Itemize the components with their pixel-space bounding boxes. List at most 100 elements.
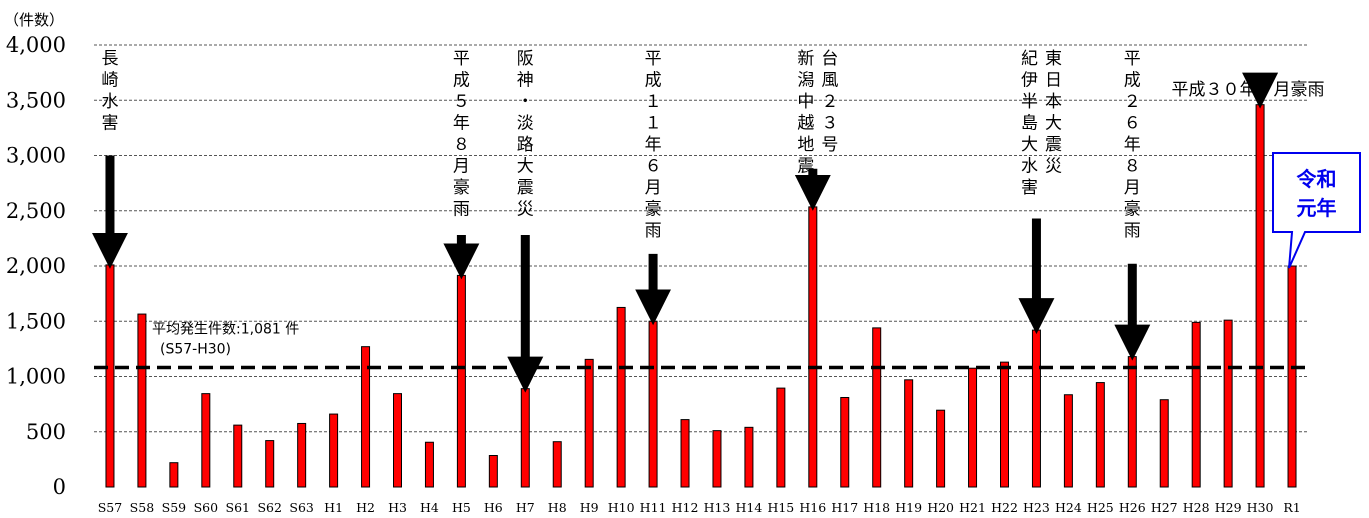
bar: [552, 441, 562, 488]
annotation-label: ８: [1124, 157, 1141, 177]
x-tick-label: H1: [324, 500, 343, 515]
bar: [1255, 104, 1265, 488]
x-tick-label: H23: [1023, 500, 1050, 515]
average-period-label: (S57-H30): [160, 342, 231, 358]
annotation-label: 大: [517, 157, 534, 177]
x-tick-label: H30: [1247, 500, 1274, 515]
x-tick-label: H25: [1087, 500, 1114, 515]
x-tick-label: H20: [927, 500, 954, 515]
x-tick-label: H6: [484, 500, 503, 515]
annotation-label: 風: [821, 71, 838, 91]
bar: [936, 409, 946, 488]
x-tick-label: H5: [452, 500, 471, 515]
annotation-label: 雨: [453, 200, 470, 220]
y-tick-label: 1,500: [6, 309, 66, 333]
annotation-label: 平成３０年７月豪雨: [1172, 79, 1325, 100]
annotation-label: 本: [1045, 92, 1062, 112]
callout-label: 令和: [1297, 167, 1337, 191]
annotation-label: 神: [517, 71, 534, 91]
bar: [968, 367, 978, 488]
bar: [808, 206, 818, 488]
annotation-label: 月: [1124, 178, 1141, 198]
bar: [1095, 382, 1105, 488]
y-tick-label: 2,000: [6, 254, 66, 278]
x-tick-label: H26: [1119, 500, 1146, 515]
annotation-label: ３: [821, 114, 838, 134]
x-tick-label: S57: [98, 500, 123, 515]
annotation-label: 豪: [645, 199, 662, 220]
annotation-label: 年: [453, 114, 470, 134]
x-tick-label: H27: [1151, 500, 1178, 515]
bar: [584, 358, 594, 488]
bar: [233, 424, 243, 488]
annotation-label: 雨: [1124, 221, 1141, 241]
x-tick-label: H12: [672, 500, 699, 515]
x-tick-label: H15: [767, 500, 794, 515]
annotation-label: 成: [645, 71, 662, 91]
bar: [105, 264, 115, 488]
average-label: 平均発生件数:1,081 件: [152, 322, 299, 338]
bar: [1223, 319, 1233, 488]
annotation-label: ２: [1124, 92, 1141, 112]
annotation-label: ６: [645, 157, 662, 177]
x-tick-label: H3: [388, 500, 407, 515]
x-tick-label: H7: [516, 500, 535, 515]
bar: [904, 379, 914, 488]
x-tick-label: S61: [226, 500, 250, 515]
bar: [1127, 356, 1137, 488]
bar: [329, 413, 339, 488]
annotation-label: 島: [1021, 114, 1038, 134]
x-tick-label: H8: [548, 500, 567, 515]
bar: [361, 346, 371, 488]
annotation-label: 害: [1021, 178, 1038, 198]
bar: [1063, 394, 1073, 488]
annotation-label: 成: [453, 71, 470, 91]
annotation-label: 震: [517, 178, 534, 198]
bar: [680, 419, 690, 488]
annotation-label: 新: [797, 49, 814, 69]
callout-box: [1272, 152, 1361, 269]
annotation-label: 伊: [1021, 71, 1038, 91]
bar: [456, 274, 466, 488]
bar: [488, 455, 498, 488]
annotation-label: 台: [821, 49, 838, 69]
annotation-label: ２: [821, 92, 838, 112]
x-tick-label: H24: [1055, 500, 1082, 515]
x-tick-label: H17: [831, 500, 858, 515]
annotation-label: 東: [1045, 49, 1062, 69]
bar: [648, 320, 658, 488]
annotation-label: 淡: [517, 114, 534, 134]
bar: [1159, 399, 1169, 488]
annotation-label: ８: [453, 135, 470, 155]
bar: [1287, 265, 1297, 488]
bar: [616, 306, 626, 488]
annotation-label: 月: [453, 157, 470, 177]
annotation-label: 日: [1045, 71, 1062, 91]
annotation-label: 豪: [1124, 199, 1141, 220]
bar: [872, 327, 882, 488]
x-tick-label: H10: [608, 500, 635, 515]
x-tick-label: S62: [257, 500, 281, 515]
x-tick-label: H14: [736, 500, 763, 515]
annotation-label: 平: [1124, 49, 1141, 69]
annotation-label: 水: [101, 92, 118, 112]
annotation-label: 災: [1045, 157, 1062, 177]
annotation-label: 地: [797, 135, 814, 155]
bar: [1031, 329, 1041, 488]
annotation-label: 半: [1021, 92, 1038, 112]
x-tick-label: S58: [130, 500, 155, 515]
annotation-label: ５: [453, 92, 470, 112]
annotation-label: 震: [1045, 135, 1062, 155]
y-tick-label: 2,500: [6, 199, 66, 223]
annotation-label: 豪: [453, 177, 470, 198]
x-tick-label: H21: [959, 500, 986, 515]
y-axis-unit-label: （件数）: [4, 11, 64, 29]
annotation-label: ６: [1124, 114, 1141, 134]
x-tick-label: S63: [289, 500, 314, 515]
annotation-label: 号: [821, 135, 838, 155]
annotation-label: 紀: [1021, 49, 1038, 69]
x-tick-label: H4: [420, 500, 439, 515]
annotation-label: 災: [517, 200, 534, 220]
annotation-label: 路: [517, 135, 534, 155]
